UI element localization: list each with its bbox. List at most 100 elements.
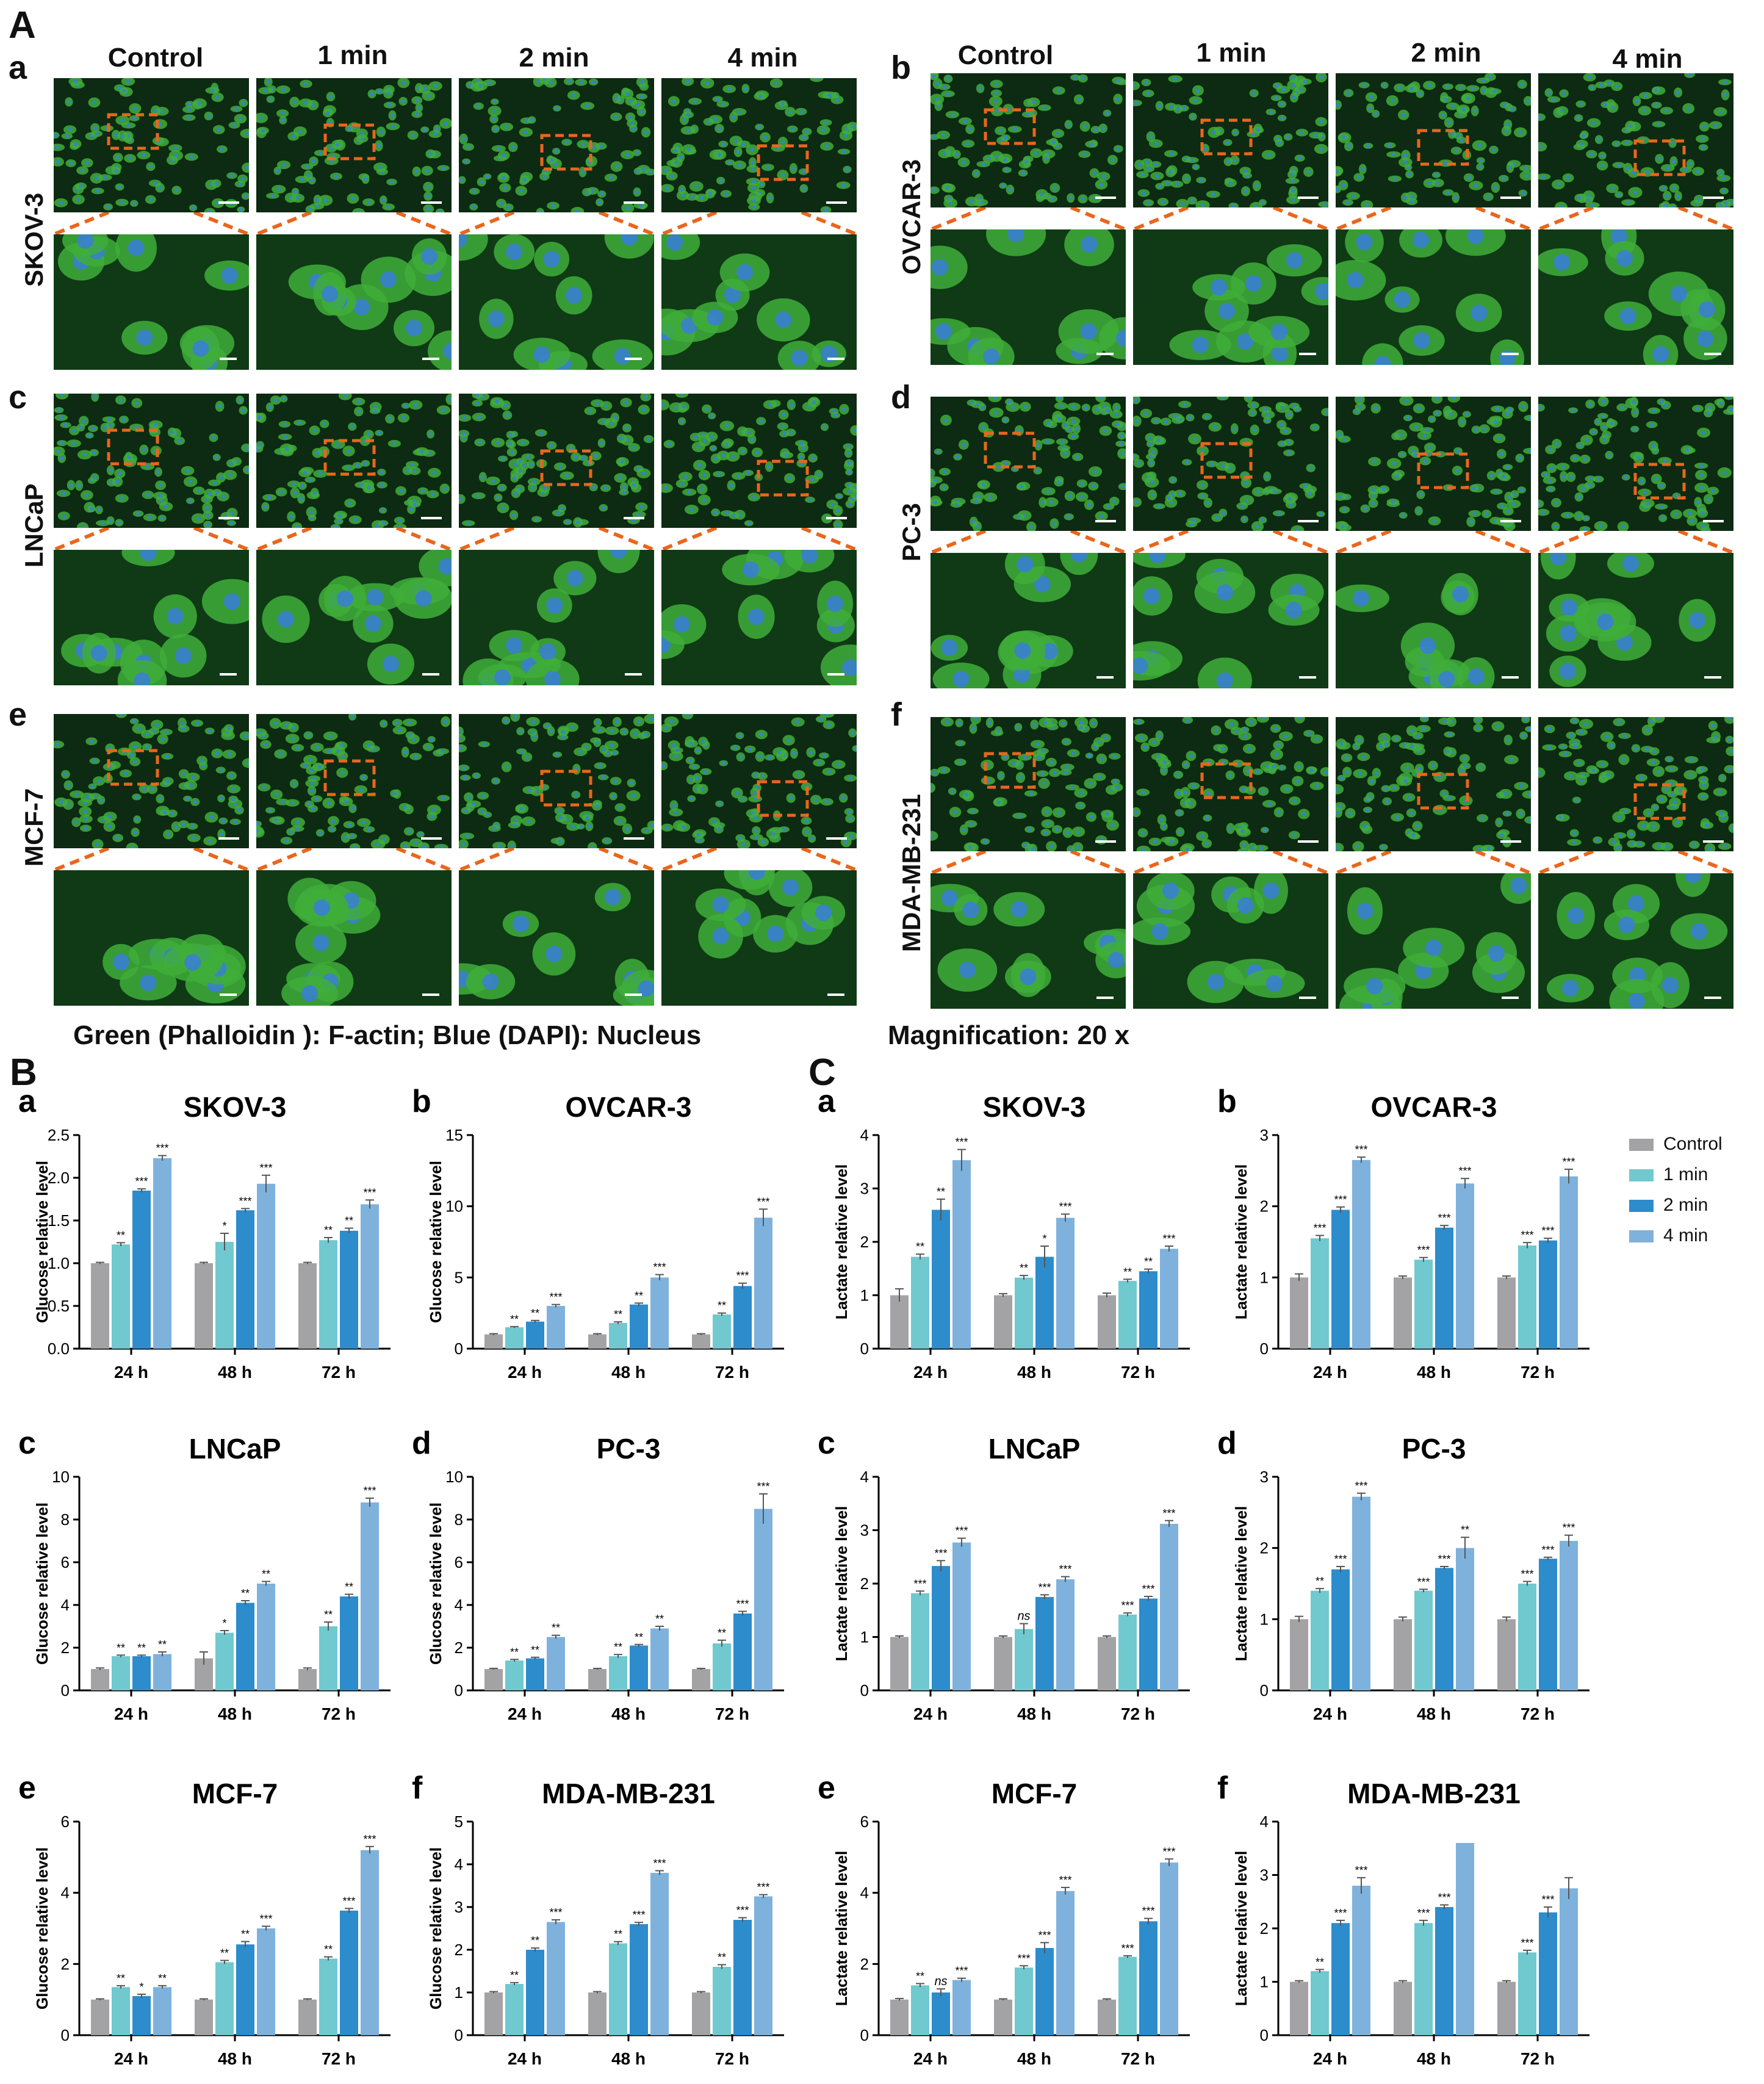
- legend-label-4min: 4 min: [1663, 1225, 1708, 1246]
- y-tick-label: 0: [1260, 2026, 1269, 2044]
- significance-mark: **: [916, 1241, 924, 1253]
- y-axis-label: Glucose relative level: [427, 1502, 445, 1665]
- zoom-connector-f-1: [1133, 851, 1328, 873]
- bar-Control-1: [994, 1637, 1012, 1691]
- micrograph-overview-f-1: [1133, 717, 1328, 851]
- x-tick-label: 72 h: [1121, 1363, 1155, 1382]
- zoom-connector-c-0: [54, 528, 249, 550]
- bar-1min-2: [319, 1626, 337, 1690]
- significance-mark: ***: [955, 1525, 968, 1537]
- significance-mark: ***: [1541, 1544, 1554, 1556]
- y-tick-label: 1: [860, 1628, 869, 1646]
- zoom-connector-f-0: [931, 851, 1126, 873]
- zoom-connector-d-0: [931, 531, 1126, 553]
- bar-2min-0: [132, 1996, 151, 2035]
- bar-2min-1: [236, 1944, 254, 2035]
- bar-1min-2: [1118, 1615, 1137, 1690]
- y-tick-label: 2: [1260, 1197, 1269, 1216]
- bar-Control-1: [588, 1992, 607, 2035]
- x-tick-label: 48 h: [1017, 1704, 1051, 1723]
- y-tick-label: 1: [1260, 1268, 1269, 1286]
- bar-1min-0: [911, 1257, 929, 1349]
- cell-line-label-pc-3: PC-3: [897, 503, 926, 561]
- micrograph-zoom-e-2: [459, 870, 654, 1006]
- y-tick-label: 10: [445, 1197, 463, 1216]
- x-tick-label: 24 h: [913, 1704, 948, 1723]
- micrograph-zoom-f-3: [1538, 873, 1733, 1009]
- significance-mark: ***: [653, 1261, 666, 1274]
- bar-Control-1: [195, 2000, 213, 2035]
- micrograph-overview-d-2: [1336, 397, 1531, 531]
- chart-letter: e: [18, 1770, 36, 1806]
- micrograph-zoom-c-3: [661, 550, 857, 685]
- zoom-connector-d-2: [1336, 531, 1531, 553]
- y-tick-label: 0: [61, 1681, 70, 1700]
- x-tick-label: 48 h: [611, 1704, 646, 1723]
- significance-mark: **: [635, 1631, 643, 1643]
- bar-1min-1: [1414, 1923, 1433, 2035]
- micrograph-overview-f-0: [931, 717, 1126, 851]
- y-axis-label: Glucose relative level: [427, 1847, 445, 2010]
- significance-mark: ***: [1017, 1952, 1030, 1964]
- cell-line-label-mcf-7: MCF-7: [20, 788, 49, 867]
- bar-4min-2: [361, 1850, 379, 2035]
- x-tick-label: 72 h: [715, 2049, 749, 2068]
- significance-mark: **: [510, 1313, 519, 1325]
- bar-Control-2: [1098, 2000, 1116, 2035]
- x-tick-label: 72 h: [715, 1363, 749, 1382]
- significance-mark: **: [718, 1952, 726, 1964]
- bar-1min-1: [1015, 1278, 1033, 1349]
- significance-mark: ***: [1355, 1480, 1367, 1492]
- micrograph-overview-d-0: [931, 397, 1126, 531]
- cell-line-label-mda-mb-231: MDA-MB-231: [897, 794, 926, 952]
- x-tick-label: 72 h: [1521, 2049, 1555, 2068]
- micrograph-zoom-b-1: [1133, 229, 1328, 365]
- y-tick-label: 6: [455, 1553, 463, 1571]
- significance-mark: ***: [1121, 1942, 1134, 1955]
- significance-mark: ***: [1355, 1864, 1367, 1877]
- significance-mark: ***: [1438, 1892, 1450, 1904]
- legend-swatch-4min: [1629, 1230, 1654, 1242]
- bar-2min-0: [132, 1191, 151, 1349]
- x-tick-label: 72 h: [1121, 1704, 1155, 1723]
- significance-mark: ***: [549, 1291, 562, 1303]
- significance-mark: ***: [955, 1136, 968, 1148]
- significance-mark: **: [158, 1972, 167, 1985]
- bar-4min-2: [1160, 1524, 1178, 1690]
- bar-2min-2: [1139, 1921, 1157, 2035]
- bar-Control-1: [588, 1669, 607, 1690]
- significance-mark: ***: [1438, 1212, 1450, 1224]
- significance-mark: ***: [1162, 1845, 1175, 1858]
- zoom-connector-b-2: [1336, 207, 1531, 229]
- significance-mark: **: [137, 1642, 146, 1654]
- bar-4min-0: [1352, 1886, 1370, 2035]
- significance-mark: ***: [1334, 1553, 1347, 1565]
- chart-letter: a: [818, 1084, 836, 1119]
- chart-letter: b: [412, 1084, 431, 1119]
- y-tick-label: 2: [455, 1639, 463, 1657]
- significance-mark: ***: [1334, 1907, 1347, 1919]
- chart-title: SKOV-3: [983, 1091, 1086, 1123]
- y-tick-label: 2: [455, 1941, 463, 1959]
- bar-Control-1: [994, 1296, 1012, 1349]
- significance-mark: **: [937, 1186, 945, 1198]
- significance-mark: ***: [955, 1965, 968, 1977]
- significance-mark: **: [614, 1928, 622, 1941]
- y-tick-label: 0: [1260, 1681, 1269, 1700]
- significance-mark: **: [324, 1224, 333, 1236]
- significance-mark: **: [158, 1639, 167, 1651]
- bar-2min-1: [1035, 1257, 1054, 1349]
- y-tick-label: 5: [455, 1812, 463, 1831]
- zoom-connector-c-3: [661, 528, 857, 550]
- bar-2min-0: [932, 1992, 950, 2035]
- bar-2min-2: [733, 1286, 752, 1349]
- significance-mark: **: [220, 1947, 229, 1960]
- micrograph-overview-c-1: [256, 394, 452, 528]
- significance-mark: ***: [1038, 1929, 1051, 1941]
- significance-mark: *: [1042, 1233, 1046, 1245]
- bar-Control-0: [1290, 1982, 1308, 2036]
- x-tick-label: 48 h: [1417, 1704, 1451, 1723]
